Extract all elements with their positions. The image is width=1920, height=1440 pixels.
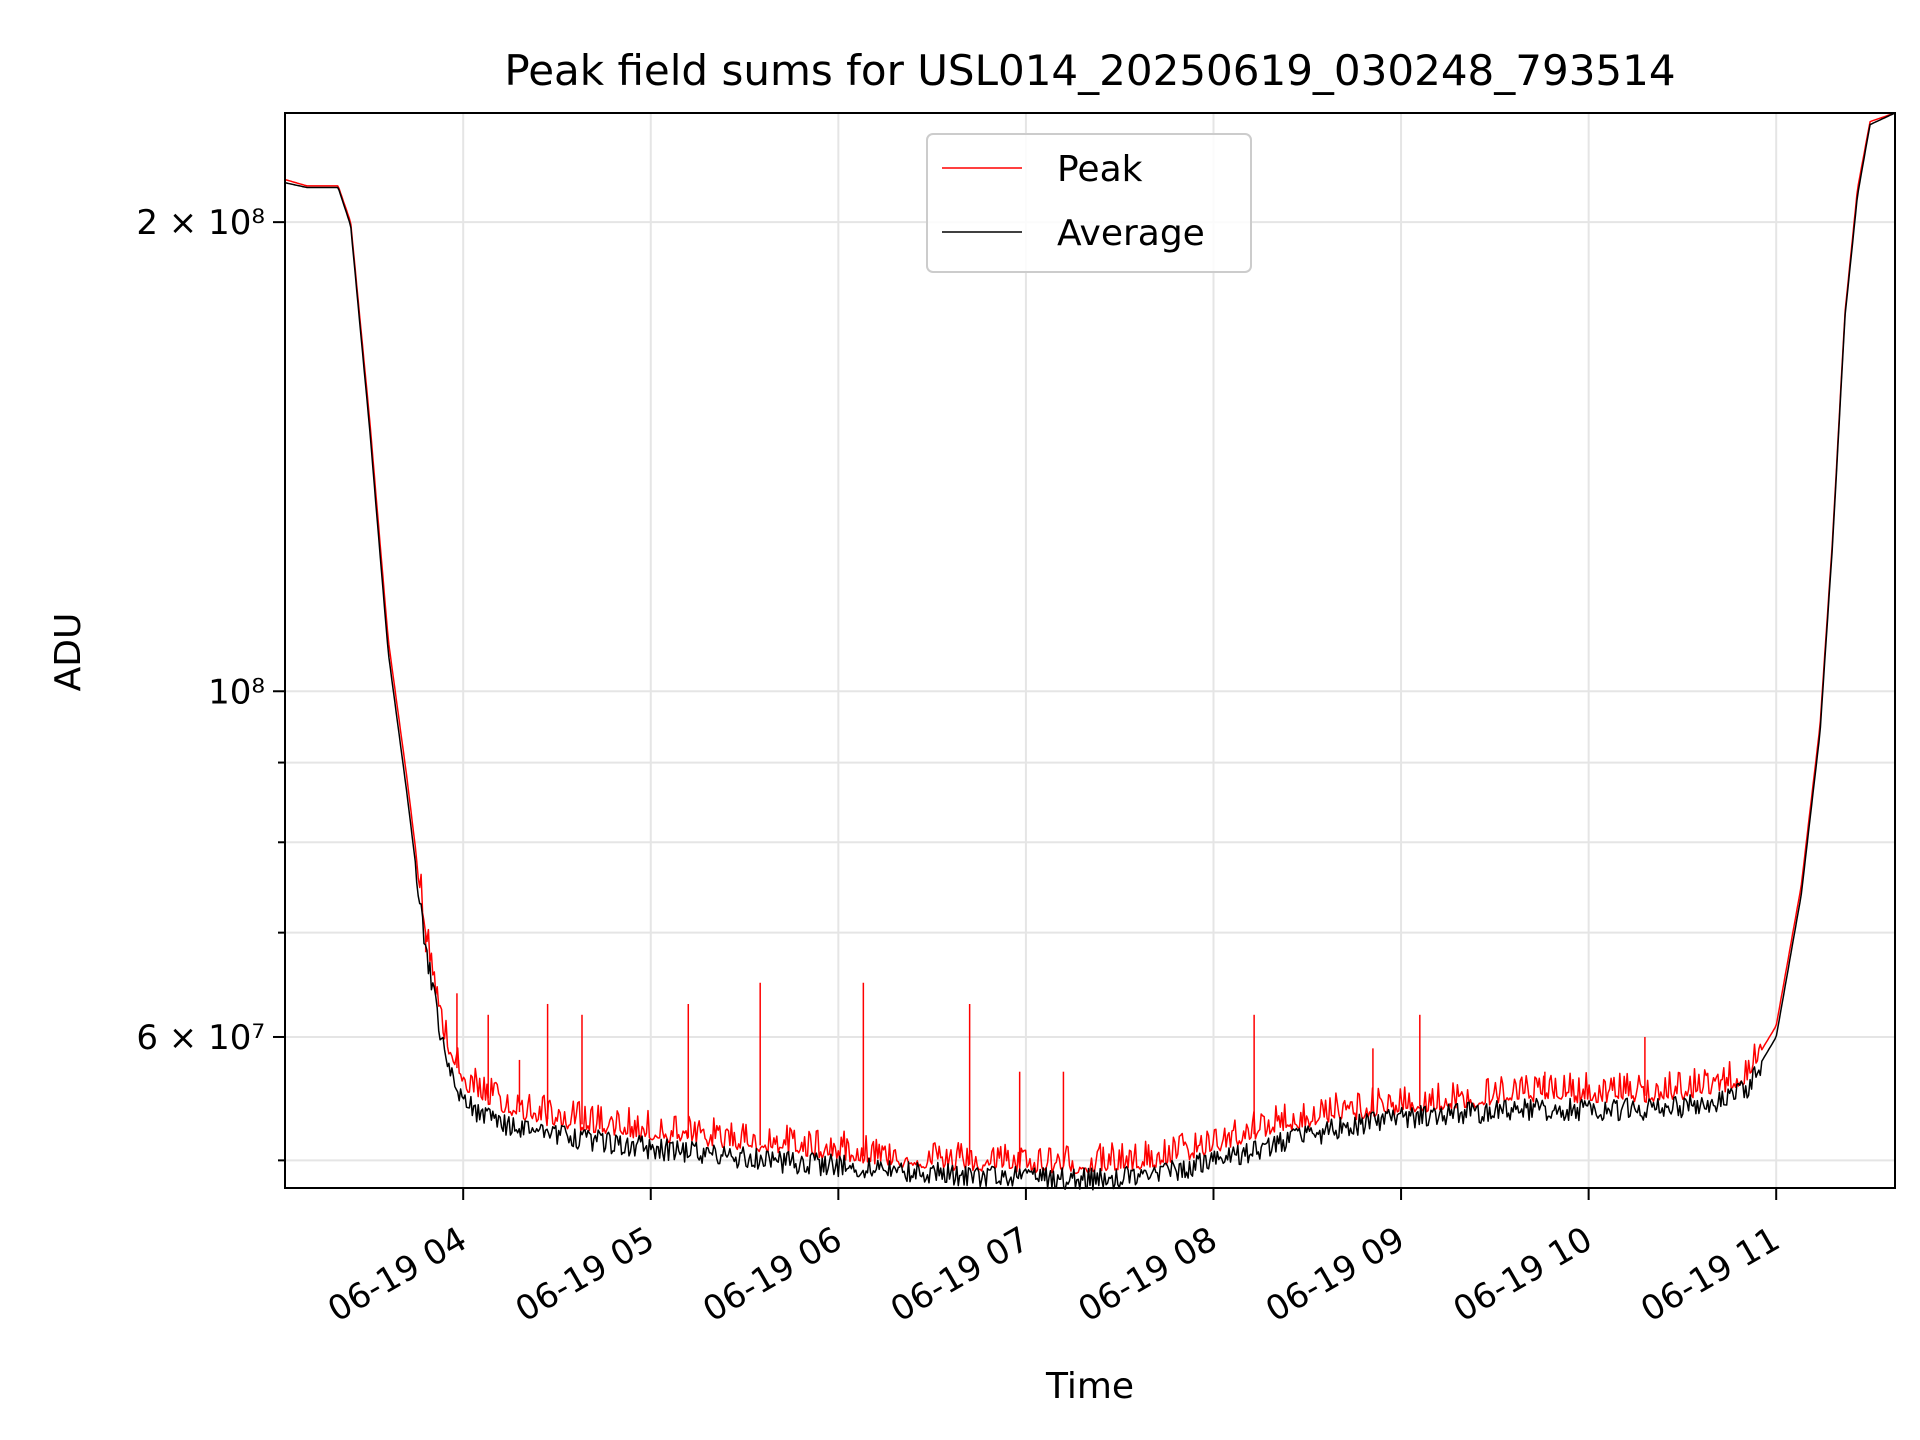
- y-tick-label: 6 × 10⁷: [136, 1018, 265, 1058]
- plot-frame: [284, 112, 1896, 1189]
- x-axis-label: Time: [1045, 1366, 1134, 1407]
- legend-average-label: Average: [1057, 213, 1205, 254]
- legend-peak-label: Peak: [1057, 149, 1143, 190]
- chart-title: Peak field sums for USL014_20250619_0302…: [504, 46, 1675, 95]
- grid: [285, 113, 1895, 1188]
- y-axis-label: ADU: [48, 613, 89, 692]
- series-layer: [284, 112, 1896, 1191]
- legend: Peak Average: [926, 133, 1252, 273]
- y-tick-label: 10⁸: [208, 672, 265, 712]
- y-tick-label: 2 × 10⁸: [136, 203, 265, 243]
- series-peak-line: [284, 112, 1896, 1175]
- y-axis: 2 × 10⁸ 10⁸ 6 × 10⁷: [136, 203, 285, 1162]
- series-average-line: [284, 112, 1896, 1191]
